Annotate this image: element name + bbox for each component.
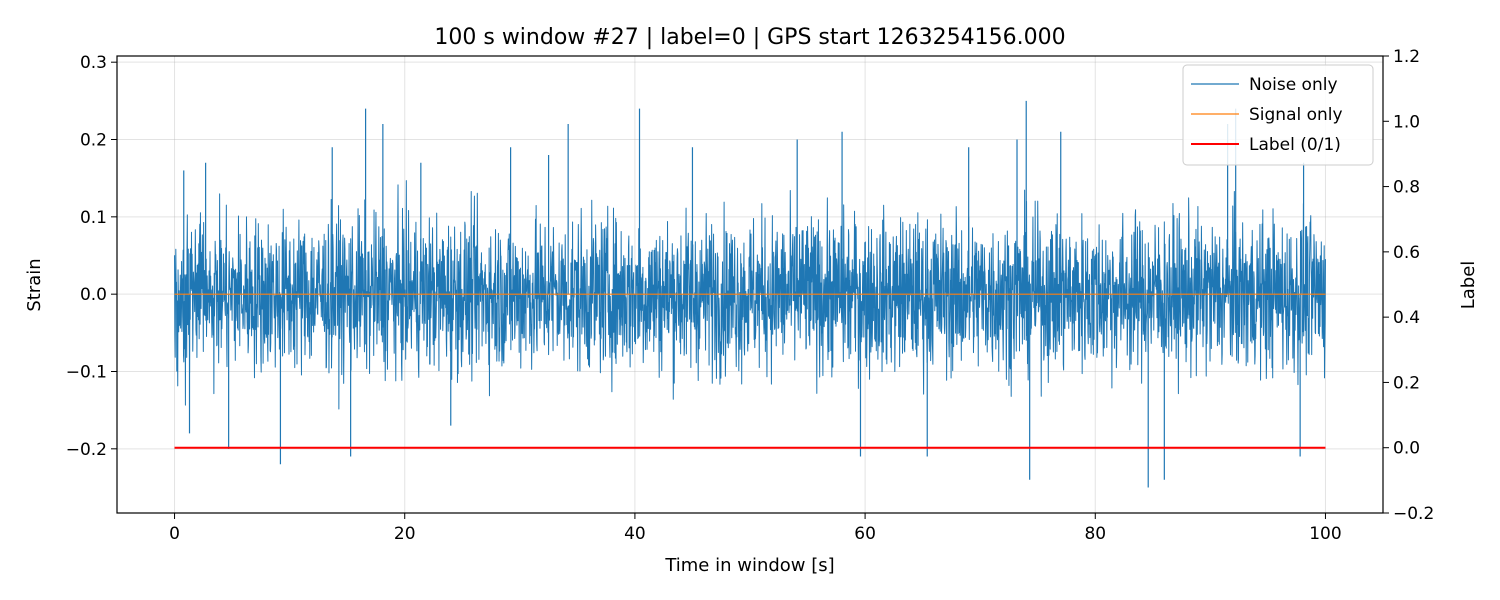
- y-tick-label: 0.0: [80, 285, 107, 305]
- noise-line: [174, 180, 1326, 410]
- plot-frame: [116, 55, 1384, 514]
- x-tick-label: 60: [854, 524, 876, 544]
- y2-tick-label: 0.6: [1393, 243, 1420, 263]
- y-tick-label: 0.1: [80, 208, 107, 228]
- chart-title: 100 s window #27 | label=0 | GPS start 1…: [434, 25, 1065, 50]
- y-axis-left: 0.3 0.2 0.1 0.0 −0.1 −0.2: [66, 53, 117, 460]
- x-tick-label: 100: [1309, 524, 1341, 544]
- y-tick-label: −0.2: [66, 440, 107, 460]
- y-tick-label: −0.1: [66, 362, 107, 382]
- y2-tick-label: 0.8: [1393, 178, 1420, 198]
- x-tick-label: 80: [1084, 524, 1106, 544]
- noise-series: [174, 180, 1326, 410]
- x-tick-label: 0: [169, 524, 180, 544]
- legend-label: Label (0/1): [1249, 135, 1341, 155]
- y2-tick-label: 1.0: [1393, 112, 1420, 132]
- legend-box: [1182, 64, 1374, 166]
- x-axis-label: Time in window [s]: [664, 555, 834, 576]
- legend-label: Noise only: [1249, 75, 1338, 95]
- y-axis-right: 1.2 1.0 0.8 0.6 0.4 0.2 0.0 −0.2: [1383, 47, 1434, 524]
- y-axis-label: Strain: [24, 258, 45, 311]
- legend: Noise only Signal only Label (0/1): [1182, 64, 1374, 166]
- y-tick-label: 0.3: [80, 53, 107, 73]
- y2-axis-label: Label: [1458, 261, 1479, 310]
- y2-tick-label: 0.0: [1393, 439, 1420, 459]
- y-tick-label: 0.2: [80, 131, 107, 151]
- y2-tick-label: 1.2: [1393, 47, 1420, 67]
- x-tick-label: 20: [394, 524, 416, 544]
- x-axis: 0 20 40 60 80 100: [169, 513, 1342, 544]
- legend-label: Signal only: [1249, 105, 1343, 125]
- y2-tick-label: 0.4: [1393, 308, 1420, 328]
- y2-tick-label: 0.2: [1393, 373, 1420, 393]
- x-tick-label: 40: [624, 524, 646, 544]
- y2-tick-label: −0.2: [1393, 504, 1434, 524]
